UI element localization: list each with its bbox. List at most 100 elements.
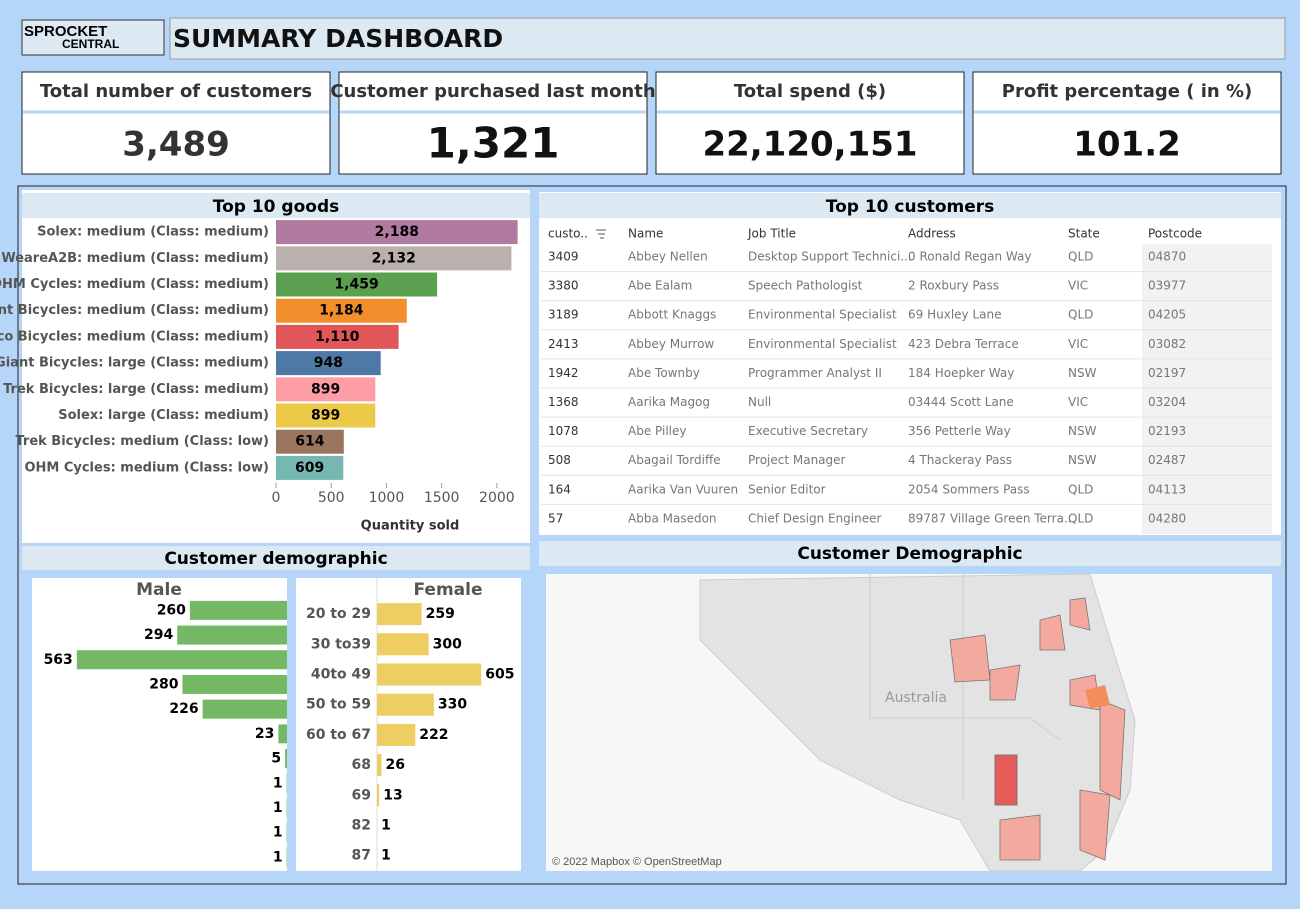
cell: 1942 xyxy=(548,366,579,380)
x-tick-label: 1000 xyxy=(369,490,405,506)
cell: Senior Editor xyxy=(748,482,826,496)
kpi-title: Customer purchased last month xyxy=(330,81,655,102)
table-title: Top 10 customers xyxy=(826,197,995,217)
cell: QLD xyxy=(1068,511,1093,525)
cell: 1368 xyxy=(548,395,579,409)
data-label: 1 xyxy=(381,848,391,864)
data-label: 2,132 xyxy=(372,250,416,266)
data-label: 948 xyxy=(314,355,343,371)
category-label: 50 to 59 xyxy=(306,697,371,713)
cell: NSW xyxy=(1068,453,1097,467)
category-label: Giant Bicycles: medium (Class: medium) xyxy=(0,303,269,318)
cell: 03977 xyxy=(1148,279,1186,293)
cell: Abe Townby xyxy=(628,366,700,380)
x-tick-label: 1500 xyxy=(424,490,460,506)
data-label: 260 xyxy=(157,602,186,618)
x-tick-label: 2000 xyxy=(479,490,515,506)
cell: QLD xyxy=(1068,308,1093,322)
cell: 02197 xyxy=(1148,366,1186,380)
cell: 164 xyxy=(548,482,571,496)
x-tick-label: 500 xyxy=(318,490,345,506)
data-label: 226 xyxy=(169,701,198,717)
category-label: Solex: medium (Class: medium) xyxy=(37,225,269,240)
data-label: 614 xyxy=(295,434,324,450)
bar xyxy=(377,603,422,625)
category-label: 82 xyxy=(352,818,371,834)
cell: Abe Ealam xyxy=(628,279,692,293)
data-label: 222 xyxy=(419,727,448,743)
chart-title: Top 10 goods xyxy=(213,197,340,217)
cell: 03082 xyxy=(1148,337,1186,351)
cell: 57 xyxy=(548,511,563,525)
category-label: Trek Bicycles: large (Class: medium) xyxy=(3,382,269,397)
data-label: 899 xyxy=(311,381,340,397)
cell: 04113 xyxy=(1148,482,1186,496)
cell: Aarika Van Vuuren xyxy=(628,482,738,496)
chart-subtitle: Male xyxy=(136,580,182,600)
category-label: 87 xyxy=(352,848,371,864)
column-header: Address xyxy=(908,227,956,241)
cell: QLD xyxy=(1068,482,1093,496)
category-label: 68 xyxy=(352,757,371,773)
cell: Abbey Nellen xyxy=(628,250,708,264)
x-axis-label: Quantity sold xyxy=(361,519,460,534)
data-label: 899 xyxy=(311,408,340,424)
cell: VIC xyxy=(1068,337,1088,351)
category-label: OHM Cycles: medium (Class: medium) xyxy=(0,277,269,292)
x-tick-label: 0 xyxy=(272,490,281,506)
bar xyxy=(377,633,429,655)
cell: 4 Thackeray Pass xyxy=(908,453,1012,467)
cell: Null xyxy=(748,395,771,409)
data-label: 1 xyxy=(381,818,391,834)
data-label: 294 xyxy=(144,627,173,643)
kpi-title: Total spend ($) xyxy=(734,81,886,102)
cell: 69 Huxley Lane xyxy=(908,308,1001,322)
column-header: Job Title xyxy=(747,227,796,241)
cell: 1078 xyxy=(548,424,579,438)
category-label: WeareA2B: medium (Class: medium) xyxy=(1,251,269,266)
category-label: 20 to 29 xyxy=(306,606,371,622)
data-label: 330 xyxy=(438,697,467,713)
map-label: Australia xyxy=(885,690,947,706)
bar xyxy=(285,749,287,768)
dashboard-title: SUMMARY DASHBOARD xyxy=(173,24,503,53)
cell: Abagail Tordiffe xyxy=(628,453,721,467)
chart-title: Customer demographic xyxy=(164,549,387,569)
bar xyxy=(377,754,381,776)
cell: 02487 xyxy=(1148,453,1186,467)
cell: Project Manager xyxy=(748,453,846,467)
cell: 184 Hoepker Way xyxy=(908,366,1014,380)
cell: 356 Petterle Way xyxy=(908,424,1011,438)
cell: 3380 xyxy=(548,279,579,293)
kpi-value: 1,321 xyxy=(427,119,560,168)
cell: Abe Pilley xyxy=(628,424,686,438)
data-label: 563 xyxy=(44,652,73,668)
data-label: 1,184 xyxy=(319,303,364,319)
cell: Environmental Specialist xyxy=(748,308,897,322)
data-label: 300 xyxy=(433,636,462,652)
category-label: Solex: large (Class: medium) xyxy=(58,408,269,423)
bar xyxy=(190,601,287,620)
category-label: 40to 49 xyxy=(311,667,371,683)
cell: Abba Masedon xyxy=(628,511,717,525)
cell: Executive Secretary xyxy=(748,424,868,438)
data-label: 1,110 xyxy=(315,329,360,345)
cell: 02193 xyxy=(1148,424,1186,438)
cell: 89787 Village Green Terra... xyxy=(908,511,1075,525)
data-label: 5 xyxy=(271,751,281,767)
category-label: 60 to 67 xyxy=(306,727,371,743)
data-label: 1 xyxy=(273,825,283,841)
cell: NSW xyxy=(1068,424,1097,438)
data-label: 609 xyxy=(295,460,324,476)
cell: 04870 xyxy=(1148,250,1186,264)
category-label: 69 xyxy=(352,787,371,803)
cell: Desktop Support Technici... xyxy=(748,250,912,264)
cell: 508 xyxy=(548,453,571,467)
column-header: State xyxy=(1068,227,1100,241)
cell: 0 Ronald Regan Way xyxy=(908,250,1031,264)
cell: 3189 xyxy=(548,308,579,322)
kpi-title: Profit percentage ( in %) xyxy=(1002,81,1252,102)
kpi-value: 22,120,151 xyxy=(702,125,917,165)
data-label: 13 xyxy=(383,787,402,803)
